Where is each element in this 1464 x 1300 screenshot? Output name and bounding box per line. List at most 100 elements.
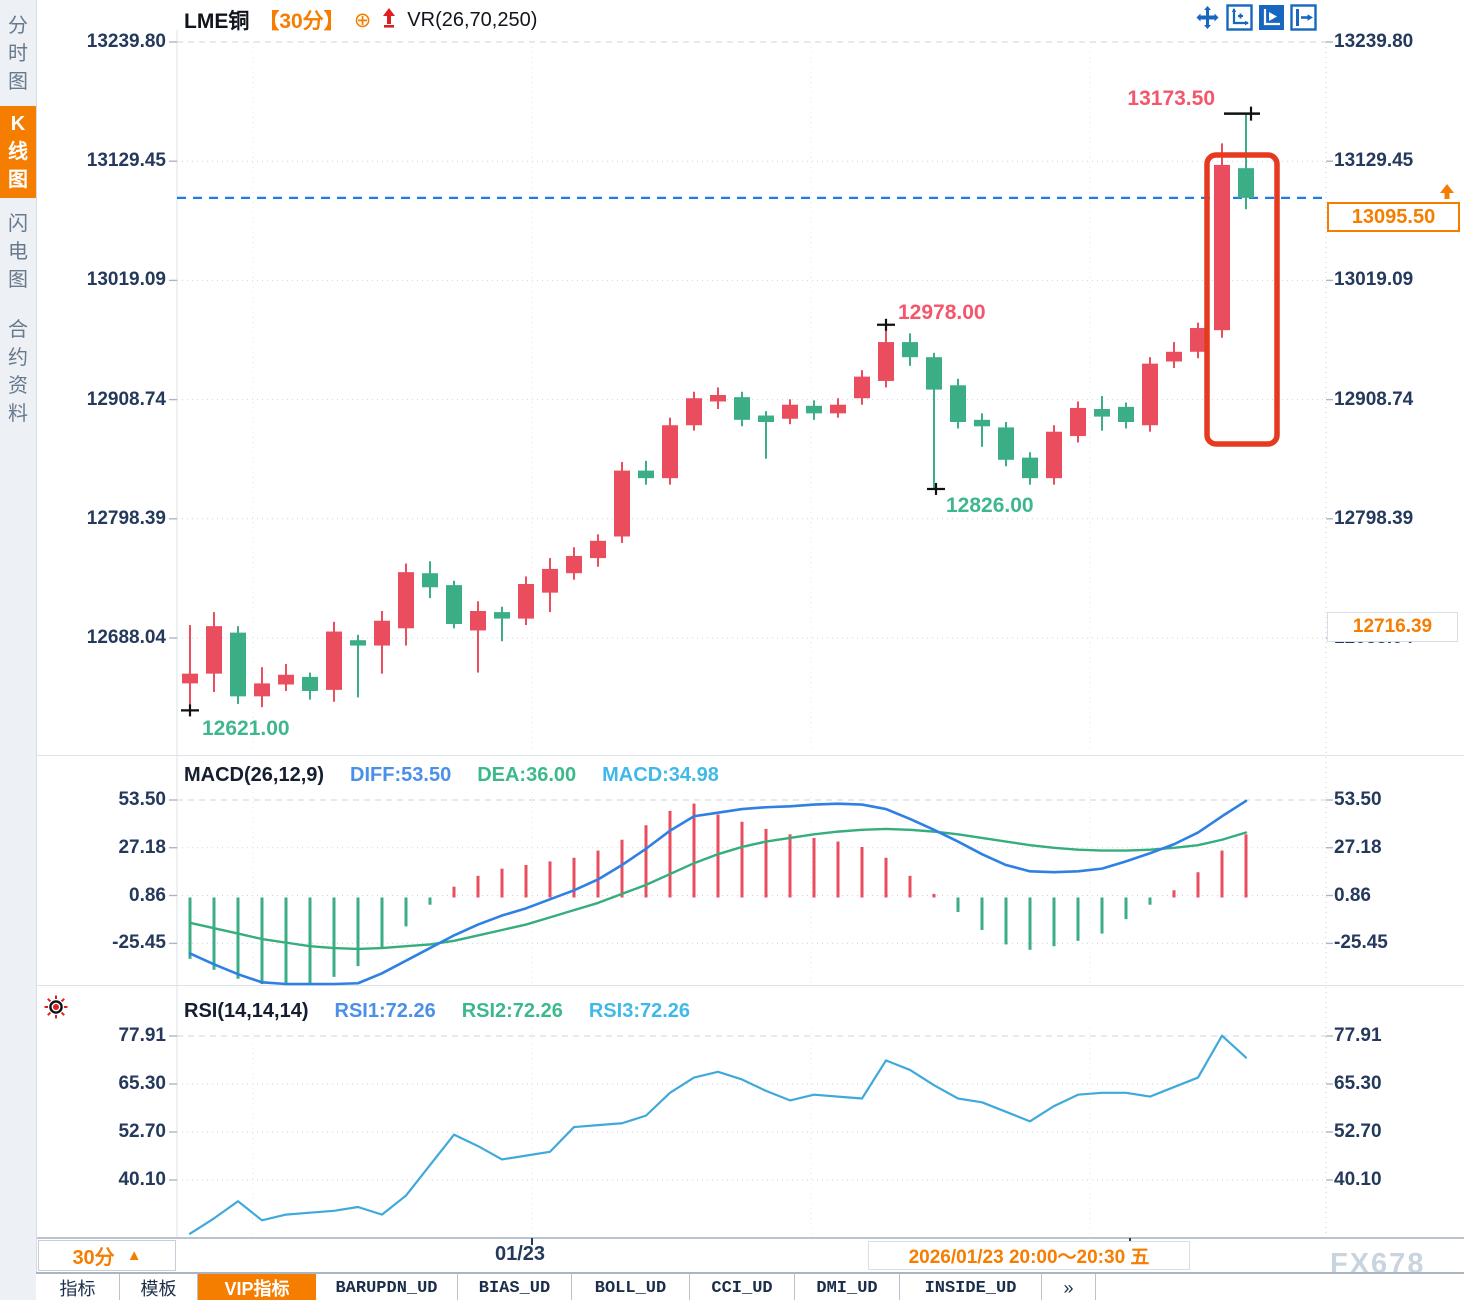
candle <box>686 398 702 426</box>
y-axis-label-left: 52.70 <box>118 1121 166 1142</box>
marked-low-label: 12826.00 <box>946 494 1034 517</box>
tab-BIAS_UD[interactable]: BIAS_UD <box>458 1274 572 1300</box>
candle <box>566 555 582 574</box>
sidebar-item-3[interactable]: 合约资料 <box>0 312 36 432</box>
price-up-arrow-icon <box>1438 184 1456 206</box>
axis-play-icon[interactable] <box>1258 4 1285 31</box>
y-axis-label-right: 13019.09 <box>1334 269 1414 291</box>
sidebar-item-char: 电 <box>8 241 28 263</box>
sidebar-item-char: 图 <box>8 269 28 291</box>
candle <box>1214 164 1230 331</box>
sidebar-item-char: 线 <box>8 141 28 163</box>
sidebar-item-char: 合 <box>8 319 28 341</box>
prev-close-value: 12716.39 <box>1352 616 1433 637</box>
y-axis-label-right: 65.30 <box>1334 1073 1382 1094</box>
y-axis-label-right: 77.91 <box>1334 1025 1382 1046</box>
period-arrow-icon: ▲ <box>126 1247 142 1264</box>
sidebar-item-0[interactable]: 分时图 <box>0 8 36 100</box>
sidebar-item-char: 约 <box>8 347 28 369</box>
tab-指标[interactable]: 指标 <box>36 1274 120 1300</box>
period-label[interactable]: 【30分】 <box>258 10 345 33</box>
pan-icon[interactable] <box>1194 4 1221 31</box>
candle <box>1238 168 1254 198</box>
sidebar-item-char: 料 <box>8 403 28 425</box>
symbol-title: LME铜 <box>184 10 250 33</box>
y-axis-label-right: 52.70 <box>1334 1121 1382 1142</box>
axis-scale-icon[interactable] <box>1226 4 1253 31</box>
sidebar-item-char: 资 <box>8 375 28 397</box>
period-selector[interactable]: 30分 ▲ <box>38 1240 176 1271</box>
candle <box>638 470 654 479</box>
candle <box>374 620 390 646</box>
candle <box>1118 406 1134 422</box>
y-axis-label-right: 53.50 <box>1334 789 1382 810</box>
candle <box>254 683 270 697</box>
y-axis-label-left: 65.30 <box>118 1073 166 1094</box>
sidebar-item-char: 图 <box>8 169 28 191</box>
candle <box>470 611 486 631</box>
toolbar <box>1194 4 1317 31</box>
candle <box>878 342 894 381</box>
y-axis-label-right: 0.86 <box>1334 884 1371 906</box>
sidebar-item-char: 图 <box>8 71 28 93</box>
tab-VIP指标[interactable]: VIP指标 <box>198 1274 316 1300</box>
candle <box>326 631 342 690</box>
y-axis-label-right: 12908.74 <box>1334 388 1414 410</box>
y-axis-label-left: 12688.04 <box>86 627 166 648</box>
alert-target-icon[interactable] <box>44 995 68 1024</box>
y-axis-label-left: 13019.09 <box>86 269 166 291</box>
marked-peak-label: 12978.00 <box>898 301 986 324</box>
rsi1-value: RSI1:72.26 <box>334 1000 436 1022</box>
chart-header: LME铜 【30分】 ⊕ VR(26,70,250) <box>184 5 537 35</box>
candle <box>518 584 534 619</box>
current-price-value: 13095.50 <box>1351 205 1436 228</box>
candle <box>854 376 870 399</box>
macd-macd-value: MACD:34.98 <box>602 764 719 786</box>
y-axis-label-right: 12798.39 <box>1334 507 1414 529</box>
tab-模板[interactable]: 模板 <box>120 1274 198 1300</box>
rsi-title: RSI(14,14,14) <box>184 1000 309 1022</box>
sidebar-item-char: 时 <box>8 43 28 65</box>
macd-title: MACD(26,12,9) <box>184 764 325 786</box>
candle <box>1190 328 1206 352</box>
tab-DMI_UD[interactable]: DMI_UD <box>795 1274 900 1300</box>
candle <box>446 585 462 624</box>
circle-plus-icon[interactable]: ⊕ <box>353 8 372 32</box>
candle <box>1046 431 1062 479</box>
highlight-rectangle[interactable] <box>1204 152 1280 447</box>
candle <box>758 415 774 422</box>
y-axis-label-right: -25.45 <box>1334 932 1388 954</box>
candle <box>278 674 294 685</box>
candle <box>1166 351 1182 362</box>
bar-time-range-value: 2026/01/23 20:00～20:30 五 <box>908 1247 1150 1268</box>
candle <box>662 425 678 479</box>
candle <box>926 357 942 390</box>
candle <box>998 427 1014 460</box>
jump-right-icon[interactable] <box>1290 4 1317 31</box>
candle <box>230 632 246 697</box>
candle <box>806 405 822 414</box>
tab-»[interactable]: » <box>1042 1274 1096 1300</box>
y-axis-label-left: 0.86 <box>129 884 166 906</box>
candle <box>710 394 726 402</box>
sidebar-item-2[interactable]: 闪电图 <box>0 206 36 298</box>
tab-BOLL_UD[interactable]: BOLL_UD <box>572 1274 690 1300</box>
y-axis-label-right: 27.18 <box>1334 836 1382 858</box>
date-axis-label: 01/23 <box>495 1243 546 1265</box>
candle <box>182 673 198 684</box>
candle <box>542 568 558 593</box>
red-up-arrow-icon[interactable] <box>380 7 398 34</box>
marked-high-label: 13173.50 <box>1127 87 1215 110</box>
tab-BARUPDN_UD[interactable]: BARUPDN_UD <box>316 1274 458 1300</box>
tab-INSIDE_UD[interactable]: INSIDE_UD <box>900 1274 1042 1300</box>
y-axis-label-left: 13239.80 <box>86 31 166 52</box>
y-axis-label-left: 12908.74 <box>86 388 166 410</box>
y-axis-label-left: 12798.39 <box>86 507 166 529</box>
y-axis-label-left: 77.91 <box>118 1025 166 1046</box>
tab-CCI_UD[interactable]: CCI_UD <box>690 1274 795 1300</box>
indicator-title[interactable]: VR(26,70,250) <box>407 8 538 31</box>
y-axis-label-left: -25.45 <box>112 932 166 954</box>
y-axis-label-right: 13129.45 <box>1334 150 1414 172</box>
